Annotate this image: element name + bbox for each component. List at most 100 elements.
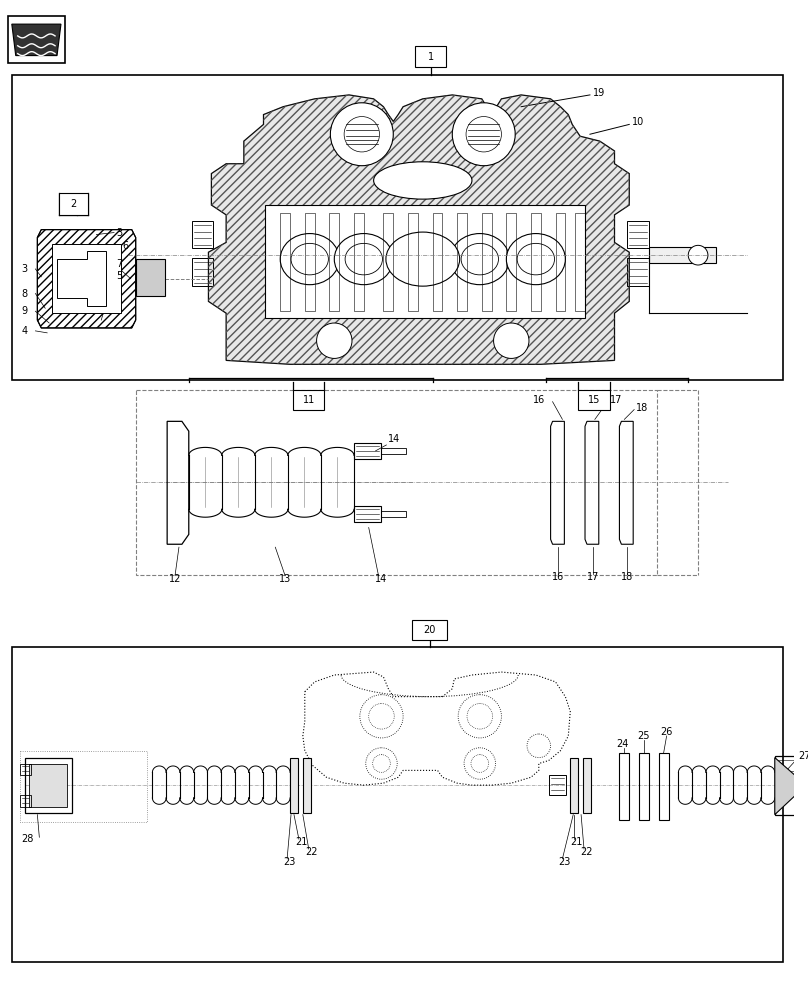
Ellipse shape <box>461 243 499 275</box>
Polygon shape <box>52 244 121 313</box>
Bar <box>639 753 649 820</box>
Text: 2: 2 <box>70 199 77 209</box>
Bar <box>136 390 657 575</box>
Bar <box>549 775 566 795</box>
Text: 28: 28 <box>22 834 34 844</box>
Bar <box>408 213 418 311</box>
Bar <box>19 795 32 807</box>
Bar <box>30 764 67 807</box>
Text: 16: 16 <box>533 395 545 405</box>
Bar <box>384 213 393 311</box>
Text: 15: 15 <box>587 395 600 405</box>
Text: 22: 22 <box>305 847 318 857</box>
Bar <box>556 213 566 311</box>
Bar <box>191 221 213 248</box>
Bar <box>627 258 649 286</box>
Bar <box>354 213 364 311</box>
Bar <box>412 620 448 640</box>
Bar <box>627 221 649 248</box>
Bar <box>507 213 516 311</box>
Bar <box>775 756 797 815</box>
Text: 8: 8 <box>22 289 27 299</box>
Text: 11: 11 <box>303 395 315 405</box>
Text: 23: 23 <box>558 857 570 867</box>
Bar <box>59 193 89 215</box>
Text: 3: 3 <box>116 228 122 238</box>
Bar <box>24 758 72 813</box>
Circle shape <box>330 103 393 166</box>
Circle shape <box>494 323 529 358</box>
Bar <box>303 758 311 813</box>
Text: 24: 24 <box>617 739 629 749</box>
Bar <box>575 213 585 311</box>
Text: 21: 21 <box>295 837 307 847</box>
Bar <box>12 75 783 380</box>
Polygon shape <box>208 95 629 364</box>
Ellipse shape <box>291 243 328 275</box>
Ellipse shape <box>507 234 566 285</box>
Bar <box>354 506 381 522</box>
Bar <box>305 213 314 311</box>
Bar <box>330 213 339 311</box>
Text: 27: 27 <box>798 751 808 761</box>
Text: 14: 14 <box>389 434 401 444</box>
Text: 25: 25 <box>638 731 650 741</box>
Text: 20: 20 <box>423 625 436 635</box>
Bar <box>280 213 290 311</box>
Bar <box>482 213 491 311</box>
Text: 3: 3 <box>22 264 27 274</box>
Ellipse shape <box>386 232 460 286</box>
Bar <box>381 511 406 517</box>
Text: 26: 26 <box>661 727 673 737</box>
Bar <box>12 647 783 962</box>
Bar <box>531 213 541 311</box>
Bar <box>19 751 148 822</box>
Polygon shape <box>12 24 61 56</box>
Text: 5: 5 <box>116 271 122 281</box>
Text: 22: 22 <box>580 847 592 857</box>
Bar <box>457 213 467 311</box>
Text: 14: 14 <box>376 574 388 584</box>
Text: 16: 16 <box>553 572 565 582</box>
Text: 13: 13 <box>279 574 291 584</box>
Ellipse shape <box>450 234 509 285</box>
Text: 19: 19 <box>593 88 605 98</box>
Bar <box>649 247 716 263</box>
Text: 10: 10 <box>632 117 645 127</box>
Bar <box>290 758 298 813</box>
Bar <box>570 758 579 813</box>
Text: 21: 21 <box>570 837 583 847</box>
Bar <box>620 753 629 820</box>
Bar <box>432 213 443 311</box>
Circle shape <box>317 323 352 358</box>
Ellipse shape <box>517 243 554 275</box>
Bar <box>293 390 325 410</box>
Bar <box>191 258 213 286</box>
Text: 12: 12 <box>169 574 181 584</box>
Text: 18: 18 <box>636 403 648 413</box>
Ellipse shape <box>335 234 393 285</box>
Text: 17: 17 <box>609 395 622 405</box>
Text: 4: 4 <box>22 326 27 336</box>
Polygon shape <box>775 758 806 815</box>
Ellipse shape <box>373 162 472 199</box>
Circle shape <box>688 245 708 265</box>
Text: 18: 18 <box>621 572 633 582</box>
Bar <box>354 443 381 459</box>
Text: 7: 7 <box>116 259 122 269</box>
Text: 6: 6 <box>122 241 128 251</box>
Ellipse shape <box>280 234 339 285</box>
Text: 17: 17 <box>587 572 599 582</box>
Bar <box>136 259 165 296</box>
Bar <box>19 764 32 775</box>
Bar <box>579 390 609 410</box>
Ellipse shape <box>345 243 382 275</box>
Text: 23: 23 <box>283 857 296 867</box>
Bar <box>583 758 591 813</box>
Bar <box>659 753 668 820</box>
Polygon shape <box>266 205 585 318</box>
Bar <box>415 46 446 67</box>
Text: 1: 1 <box>427 52 434 62</box>
Text: 9: 9 <box>22 306 27 316</box>
Circle shape <box>452 103 516 166</box>
